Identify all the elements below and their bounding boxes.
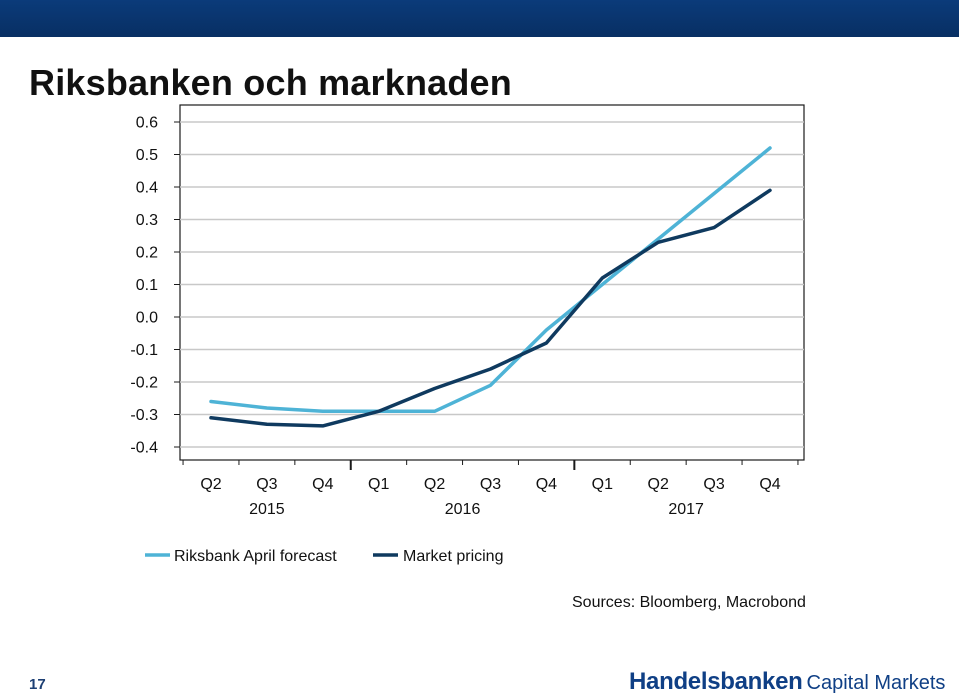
legend-label: Riksbank April forecast	[174, 548, 337, 565]
x-year-label: 2017	[668, 501, 704, 518]
x-tick-label: Q2	[648, 476, 669, 493]
y-tick-label: 0.2	[136, 245, 158, 262]
y-tick-label: -0.3	[130, 407, 158, 424]
plot-area	[179, 104, 805, 461]
company-logo: Handelsbanken Capital Markets	[629, 670, 945, 694]
y-tick-label: -0.4	[130, 440, 158, 457]
series-lines	[209, 146, 772, 428]
x-tick-label: Q3	[480, 476, 501, 493]
top-banner	[0, 0, 959, 37]
x-year-label: 2016	[445, 501, 481, 518]
x-tick-label: Q1	[368, 476, 389, 493]
x-tick-label: Q1	[592, 476, 613, 493]
x-tick-label: Q2	[424, 476, 445, 493]
x-tick-label: Q4	[536, 476, 557, 493]
x-tick-label: Q3	[703, 476, 724, 493]
legend: Riksbank April forecast Market pricing	[145, 548, 503, 565]
slide-title: Riksbanken och marknaden	[29, 62, 512, 103]
logo-brand: Handelsbanken	[629, 668, 803, 695]
y-tick-label: 0.4	[136, 180, 158, 197]
x-tick-label: Q4	[759, 476, 780, 493]
y-tick-label: 0.5	[136, 147, 158, 164]
page-number: 17	[29, 676, 46, 693]
y-tick-label: -0.2	[130, 375, 158, 392]
logo-subtitle: Capital Markets	[806, 672, 946, 694]
y-axis: 0.6 0.5 0.4 0.3 0.2 0.1 0.0 -0.1 -0.2 -0.3 -0.4	[130, 115, 180, 457]
y-tick-label: 0.1	[136, 277, 158, 294]
x-year-label: 2015	[249, 501, 285, 518]
gridlines	[180, 121, 804, 448]
legend-label: Market pricing	[403, 548, 503, 565]
x-tick-label: Q2	[200, 476, 221, 493]
x-axis: Q2 Q3 Q4 Q1 Q2 Q3 Q4 Q1 Q2 Q3 Q4 2015 2016 2017	[182, 460, 799, 518]
y-tick-label: 0.3	[136, 212, 158, 229]
y-tick-label: 0.0	[136, 310, 158, 327]
y-tick-label: -0.1	[130, 342, 158, 359]
series-line-riksbank-forecast	[209, 146, 772, 414]
series-line-market-pricing	[209, 188, 772, 428]
y-tick-label: 0.6	[136, 115, 158, 132]
x-tick-label: Q3	[256, 476, 277, 493]
sources-note: Sources: Bloomberg, Macrobond	[572, 594, 806, 611]
x-tick-label: Q4	[312, 476, 333, 493]
